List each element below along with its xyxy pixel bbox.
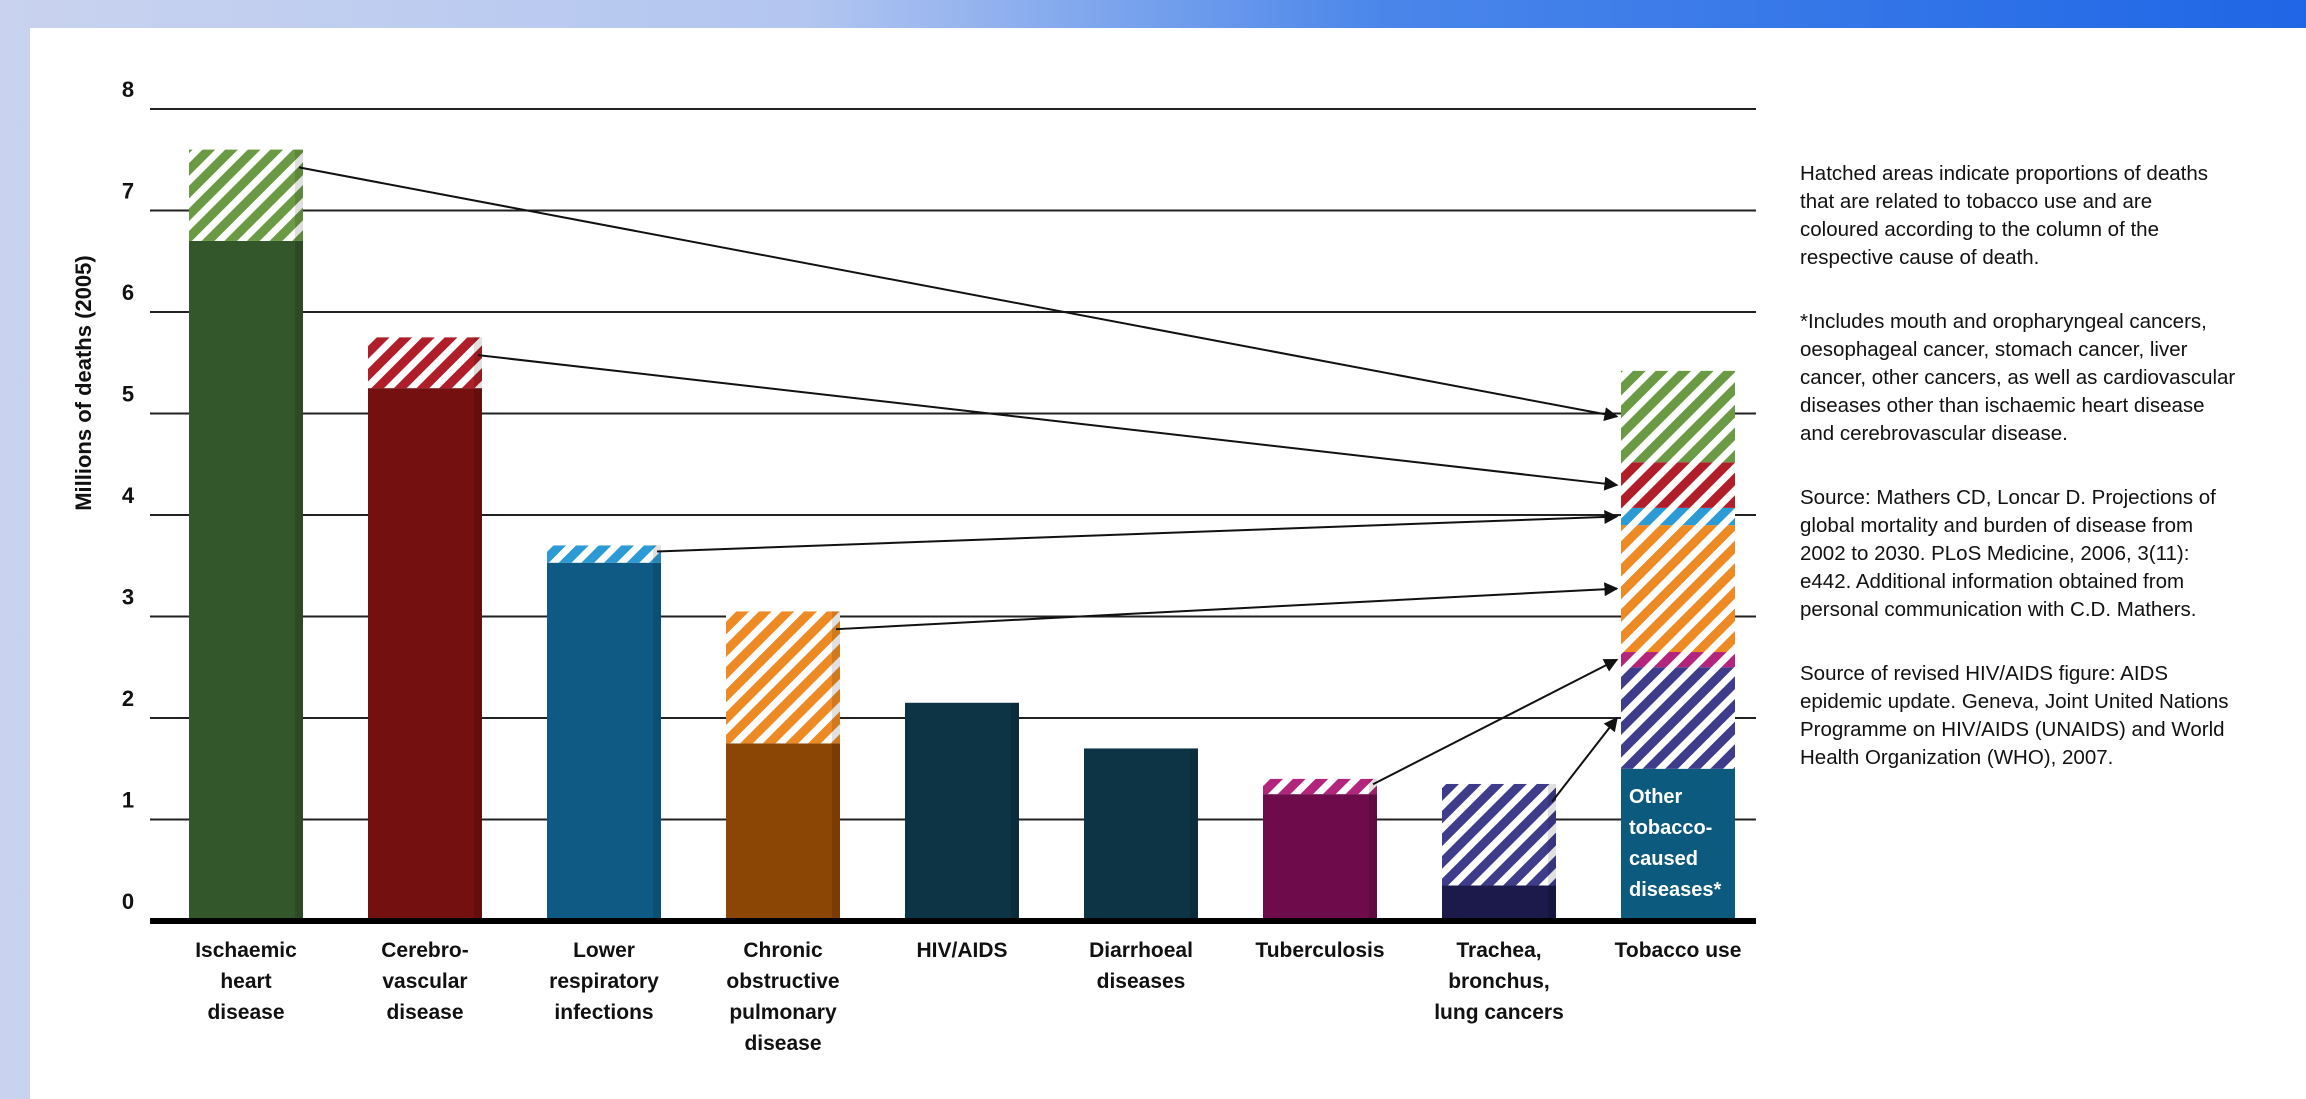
y-tick-label: 6 (122, 280, 134, 305)
x-tick-label: Lower respiratory infections (549, 939, 659, 1024)
bar-solid (1263, 794, 1377, 921)
x-tick-label: Tobacco use (1615, 939, 1742, 962)
x-tick-label: Trachea, bronchus, lung cancers (1434, 939, 1564, 1024)
notes: Hatched areas indicate proportions of de… (1800, 160, 2306, 808)
x-tick-label: Chronic obstructive pulmonary disease (726, 939, 839, 1055)
arrow-1 (298, 166, 1619, 422)
bar-shade (832, 611, 840, 921)
arrow-3 (656, 509, 1619, 553)
note-source: Source: Mathers CD, Loncar D. Projection… (1800, 486, 2216, 621)
bar-shade (1190, 748, 1198, 921)
bar-1 (189, 149, 303, 922)
bar-tobacco-hatch (547, 545, 661, 563)
y-tick-label: 7 (122, 179, 134, 204)
bar-shade (1369, 778, 1377, 921)
y-tick-label: 4 (122, 483, 135, 508)
bar-tobacco-hatch (189, 149, 303, 241)
arrow-4 (835, 582, 1619, 631)
tobacco-other-label: caused (1629, 848, 1698, 870)
bar-solid (1442, 885, 1556, 921)
tobacco-segment-7 (1621, 370, 1735, 463)
tobacco-segment-6 (1621, 462, 1735, 508)
y-tick-label: 0 (122, 889, 134, 914)
note-includes: *Includes mouth and oropharyngeal cancer… (1800, 310, 2236, 445)
bar-solid (547, 562, 661, 921)
y-tick-label: 3 (122, 585, 134, 610)
bar-solid (189, 240, 303, 921)
y-tick-label: 5 (122, 382, 134, 407)
y-tick-label: 2 (122, 686, 134, 711)
bar-solid (368, 388, 482, 921)
bar-shade (1011, 702, 1019, 921)
tobacco-segment-2 (1621, 667, 1735, 769)
x-tick-label: HIV/AIDS (916, 939, 1007, 962)
tobacco-arrows (298, 166, 1619, 803)
bars: Other tobacco-caused diseases* (189, 149, 1735, 922)
tobacco-other-label: tobacco- (1629, 817, 1712, 839)
bar-shade (653, 545, 661, 921)
bar-solid (726, 743, 840, 921)
bar-3 (547, 545, 661, 921)
x-tick-label: Diarrhoeal diseases (1089, 939, 1193, 993)
bar-solid (905, 702, 1019, 921)
bar-solid (1084, 748, 1198, 921)
bar-tobacco-use: Other tobacco-caused diseases* (1621, 370, 1735, 921)
y-tick-label: 8 (122, 77, 134, 102)
bar-2 (368, 337, 482, 921)
y-axis-label: Millions of deaths (2005) (71, 255, 96, 511)
tobacco-segment-3 (1621, 652, 1735, 668)
y-tick-label: 1 (122, 788, 134, 813)
bar-8 (1442, 783, 1556, 921)
bar-shade (295, 149, 303, 922)
x-tick-label: Tuberculosis (1255, 939, 1384, 962)
bar-shade (1548, 783, 1556, 921)
note-hatched: Hatched areas indicate proportions of de… (1800, 162, 2208, 269)
x-tick-label: Ischaemic heart disease (195, 939, 297, 1024)
x-tick-label: Cerebro-vascular disease (381, 939, 469, 1024)
bar-7 (1263, 778, 1377, 921)
tobacco-segment-5 (1621, 507, 1735, 526)
bar-4 (726, 611, 840, 921)
bar-5 (905, 702, 1019, 921)
arrow-2 (477, 354, 1619, 491)
note-source-hiv: Source of revised HIV/AIDS figure: AIDS … (1800, 662, 2229, 769)
bar-shade (474, 337, 482, 921)
tobacco-segment-4 (1621, 525, 1735, 653)
axes: 0 1 2 3 4 5 6 7 8 Millions of deaths (2005) Ischae… (71, 77, 1756, 1055)
chart: Other tobacco-caused diseases* 0 1 2 3 4 5 6 7 8 Mi… (71, 77, 1756, 1055)
arrow-8 (1551, 716, 1618, 803)
bar-tobacco-hatch (1263, 778, 1377, 795)
arrow-7 (1372, 658, 1619, 786)
chart-panel: Other tobacco-caused diseases* 0 1 2 3 4 5 6 7 8 Mi… (30, 28, 2306, 1099)
tobacco-other-label: Other (1629, 786, 1683, 808)
bar-tobacco-hatch (1442, 783, 1556, 886)
tobacco-other-label: diseases* (1629, 879, 1722, 901)
bar-tobacco-hatch (726, 611, 840, 744)
bar-tobacco-hatch (368, 337, 482, 389)
bar-6 (1084, 748, 1198, 921)
tobacco-segment-1 (1621, 768, 1735, 921)
